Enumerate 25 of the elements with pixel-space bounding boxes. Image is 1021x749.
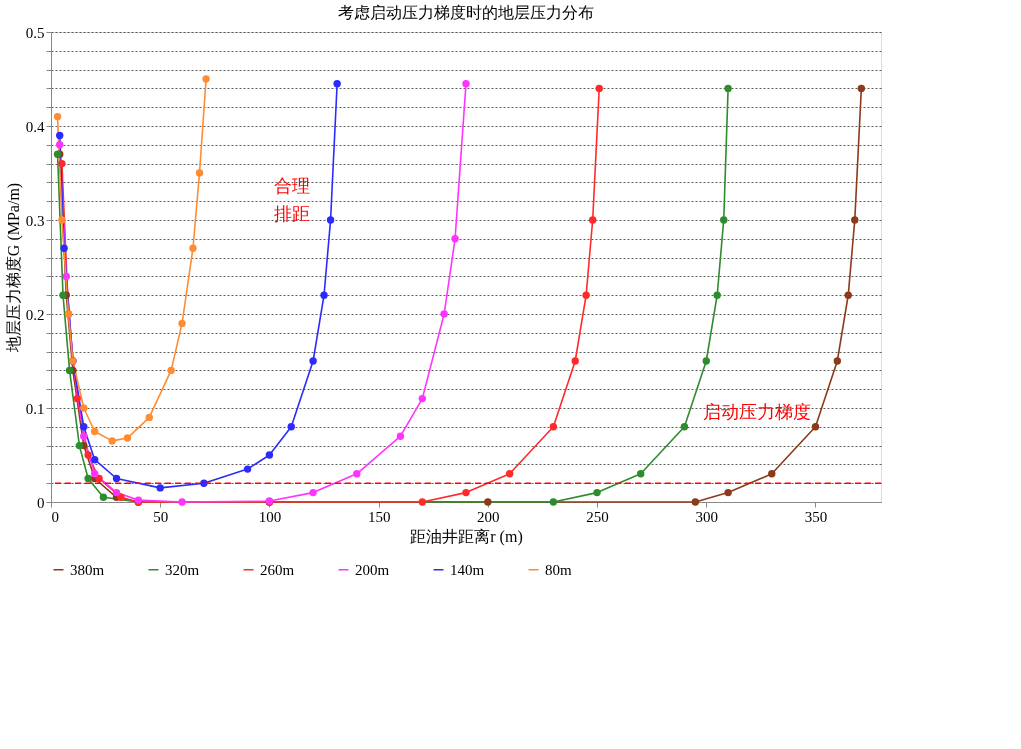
legend-label: 380m — [70, 561, 105, 578]
x-tick-label: 0 — [51, 508, 59, 525]
x-tick-label: 150 — [367, 508, 391, 525]
legend-label: 80m — [545, 561, 572, 578]
x-tick-label: 200 — [477, 508, 500, 525]
x-tick-label: 100 — [258, 508, 282, 525]
x-tick-label: 250 — [586, 508, 609, 525]
chart-title: 考虑启动压力梯度时的地层压力分布 — [338, 4, 594, 21]
annotation: 合理排距 — [273, 176, 310, 225]
legend-label: 260m — [260, 561, 295, 578]
legend-label: 200m — [355, 561, 390, 578]
y-tick-label: 0.4 — [25, 118, 45, 135]
y-tick-label: 0.2 — [25, 306, 45, 323]
legend-label: 320m — [165, 561, 200, 578]
y-axis-title: 地层压力梯度G (MPa/m) — [4, 182, 23, 354]
legend-label: 140m — [450, 561, 485, 578]
x-axis-title: 距油井距离r (m) — [410, 527, 523, 546]
y-tick-label: 0.3 — [25, 212, 45, 229]
x-tick-label: 300 — [695, 508, 719, 525]
y-tick-label: 0 — [37, 494, 45, 511]
x-tick-label: 50 — [153, 508, 169, 525]
x-tick-label: 350 — [804, 508, 828, 525]
y-tick-label: 0.1 — [25, 400, 45, 417]
y-tick-label: 0.5 — [25, 24, 45, 41]
ref-line-label: 启动压力梯度 — [702, 401, 811, 422]
